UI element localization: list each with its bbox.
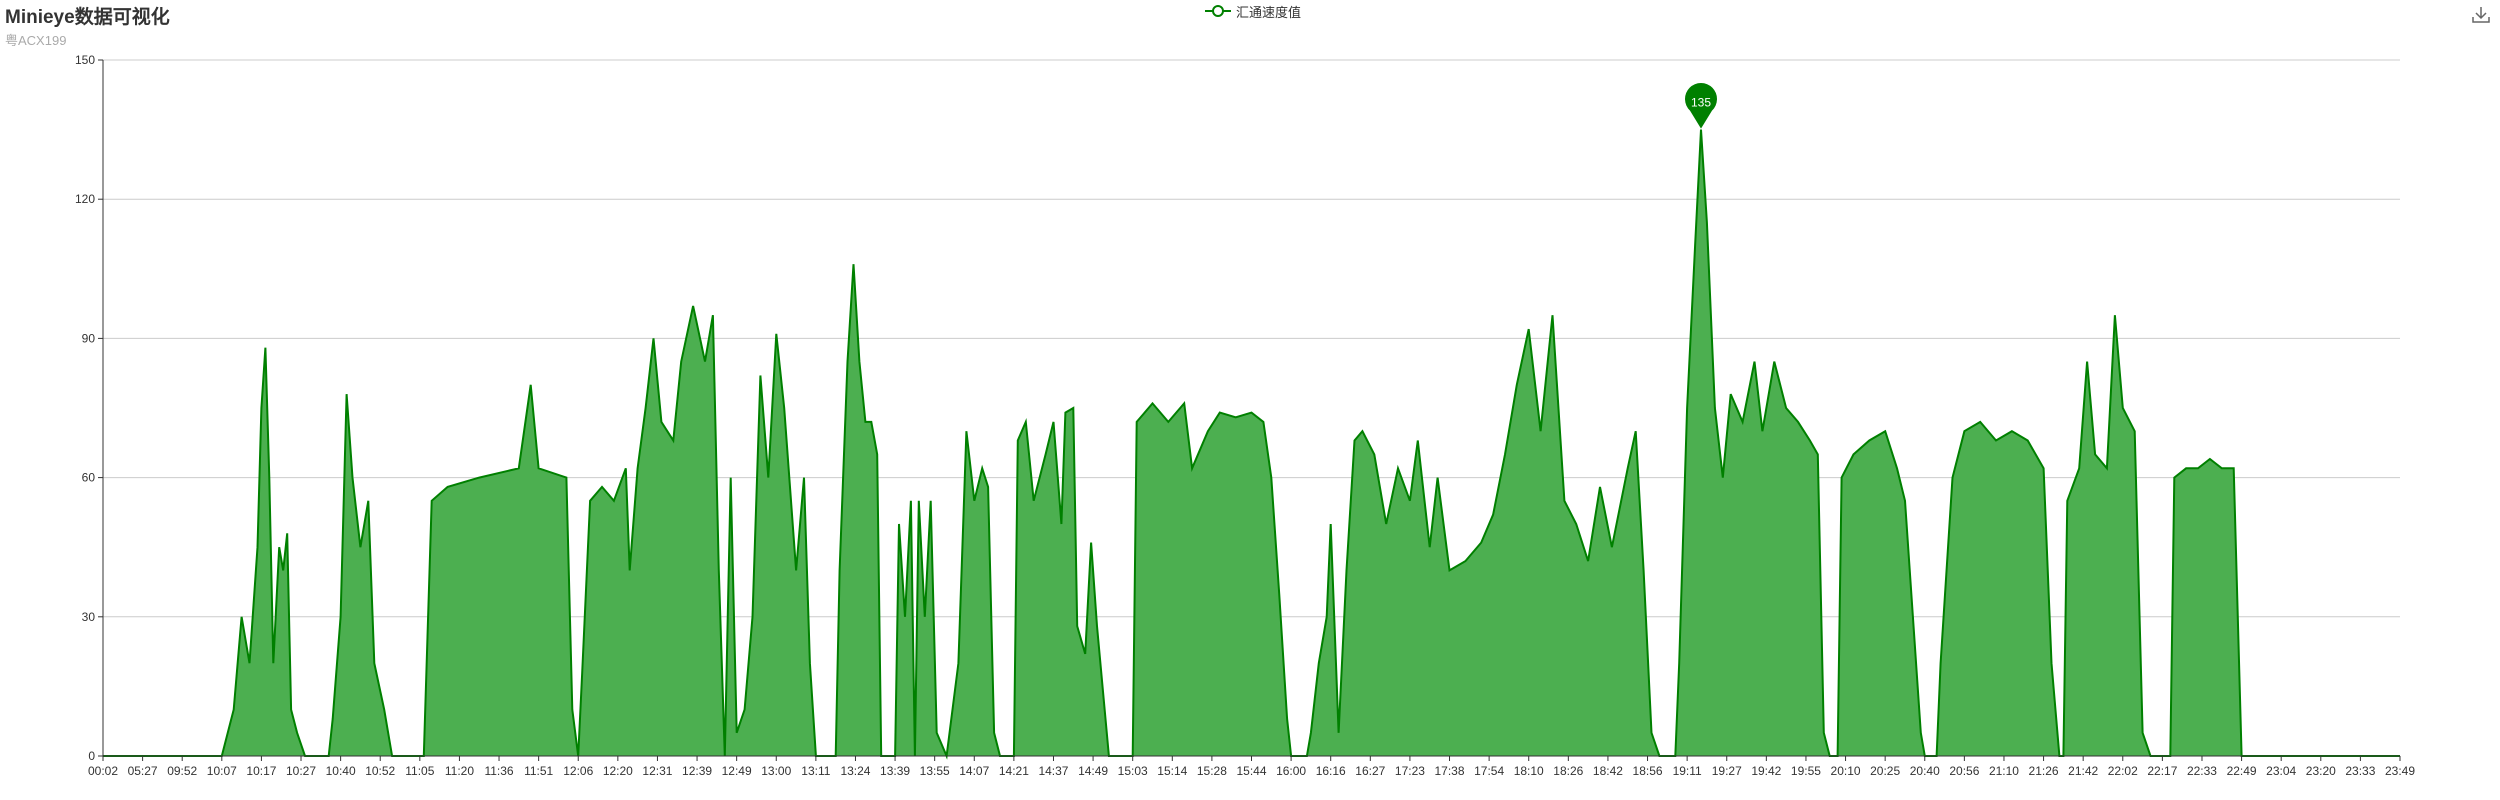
y-tick-label: 30 xyxy=(82,610,96,624)
x-tick-label: 16:27 xyxy=(1355,764,1385,778)
x-tick-label: 10:52 xyxy=(365,764,395,778)
y-tick-label: 90 xyxy=(82,331,96,345)
x-tick-label: 13:24 xyxy=(840,764,870,778)
x-tick-label: 14:49 xyxy=(1078,764,1108,778)
x-tick-label: 23:49 xyxy=(2385,764,2415,778)
x-tick-label: 14:07 xyxy=(959,764,989,778)
x-tick-label: 16:16 xyxy=(1316,764,1346,778)
x-tick-label: 21:10 xyxy=(1989,764,2019,778)
chart-title: Minieye数据可视化 xyxy=(5,7,170,28)
x-tick-label: 20:25 xyxy=(1870,764,1900,778)
x-tick-label: 13:00 xyxy=(761,764,791,778)
x-tick-label: 15:28 xyxy=(1197,764,1227,778)
x-tick-label: 00:02 xyxy=(88,764,118,778)
x-tick-label: 15:44 xyxy=(1236,764,1266,778)
x-tick-label: 12:31 xyxy=(642,764,672,778)
x-tick-label: 09:52 xyxy=(167,764,197,778)
x-tick-label: 16:00 xyxy=(1276,764,1306,778)
y-tick-label: 0 xyxy=(88,749,95,763)
x-tick-label: 12:49 xyxy=(722,764,752,778)
chart-subtitle: 粤ACX199 xyxy=(5,33,67,48)
x-tick-label: 18:42 xyxy=(1593,764,1623,778)
x-tick-label: 15:14 xyxy=(1157,764,1187,778)
x-tick-label: 10:17 xyxy=(246,764,276,778)
x-tick-label: 14:21 xyxy=(999,764,1029,778)
x-tick-label: 10:40 xyxy=(326,764,356,778)
x-tick-label: 18:10 xyxy=(1514,764,1544,778)
y-tick-label: 150 xyxy=(75,53,95,67)
x-tick-label: 23:33 xyxy=(2345,764,2375,778)
circle-line-legend-icon xyxy=(1205,5,1231,17)
area-layer xyxy=(103,129,2400,760)
x-tick-label: 18:56 xyxy=(1633,764,1663,778)
mark-layer: 135 xyxy=(1684,82,1717,129)
x-tick-label: 18:26 xyxy=(1553,764,1583,778)
download-button[interactable] xyxy=(2470,4,2492,26)
x-tick-label: 10:07 xyxy=(207,764,237,778)
x-tick-label: 11:36 xyxy=(484,764,513,778)
x-tick-label: 13:39 xyxy=(880,764,910,778)
x-tick-label: 11:20 xyxy=(445,764,474,778)
x-tick-label: 19:55 xyxy=(1791,764,1821,778)
x-tick-label: 11:51 xyxy=(524,764,553,778)
x-tick-label: 11:05 xyxy=(405,764,434,778)
x-tick-label: 13:55 xyxy=(920,764,950,778)
x-tick-label: 12:06 xyxy=(563,764,593,778)
series-line xyxy=(103,129,2400,760)
x-tick-label: 22:49 xyxy=(2227,764,2257,778)
x-tick-label: 12:39 xyxy=(682,764,712,778)
x-tick-label: 14:37 xyxy=(1038,764,1068,778)
axis-layer: 0 30 60 90 120 150 00:02 05:27 09:52 10:07 10:17 10… xyxy=(75,53,2415,778)
x-tick-label: 19:27 xyxy=(1712,764,1742,778)
series-area xyxy=(103,129,2400,757)
x-tick-label: 13:11 xyxy=(801,764,830,778)
x-tick-label: 12:20 xyxy=(603,764,633,778)
x-tick-label: 23:20 xyxy=(2306,764,2336,778)
y-tick-label: 60 xyxy=(82,471,96,485)
legend-label: 汇通速度值 xyxy=(1236,4,1302,20)
x-tick-label: 05:27 xyxy=(128,764,158,778)
x-tick-label: 20:10 xyxy=(1831,764,1861,778)
x-tick-label: 17:54 xyxy=(1474,764,1504,778)
x-tick-label: 17:23 xyxy=(1395,764,1425,778)
x-tick-label: 17:38 xyxy=(1435,764,1465,778)
legend-item[interactable]: 汇通速度值 xyxy=(1205,2,1301,20)
x-tick-label: 15:03 xyxy=(1118,764,1148,778)
download-icon xyxy=(2472,7,2490,23)
x-tick-label: 20:40 xyxy=(1910,764,1940,778)
x-tick-label: 23:04 xyxy=(2266,764,2296,778)
x-tick-label: 22:33 xyxy=(2187,764,2217,778)
x-tick-label: 19:11 xyxy=(1673,764,1702,778)
max-mark-pin xyxy=(1684,82,1717,129)
x-tick-label: 10:27 xyxy=(286,764,316,778)
x-tick-label: 21:42 xyxy=(2068,764,2098,778)
y-tick-label: 120 xyxy=(75,192,95,206)
x-tick-label: 19:42 xyxy=(1751,764,1781,778)
x-tick-label: 22:02 xyxy=(2108,764,2138,778)
max-mark-label: 135 xyxy=(1691,96,1711,110)
x-tick-label: 20:56 xyxy=(1949,764,1979,778)
x-tick-label: 21:26 xyxy=(2029,764,2059,778)
x-tick-label: 22:17 xyxy=(2147,764,2177,778)
